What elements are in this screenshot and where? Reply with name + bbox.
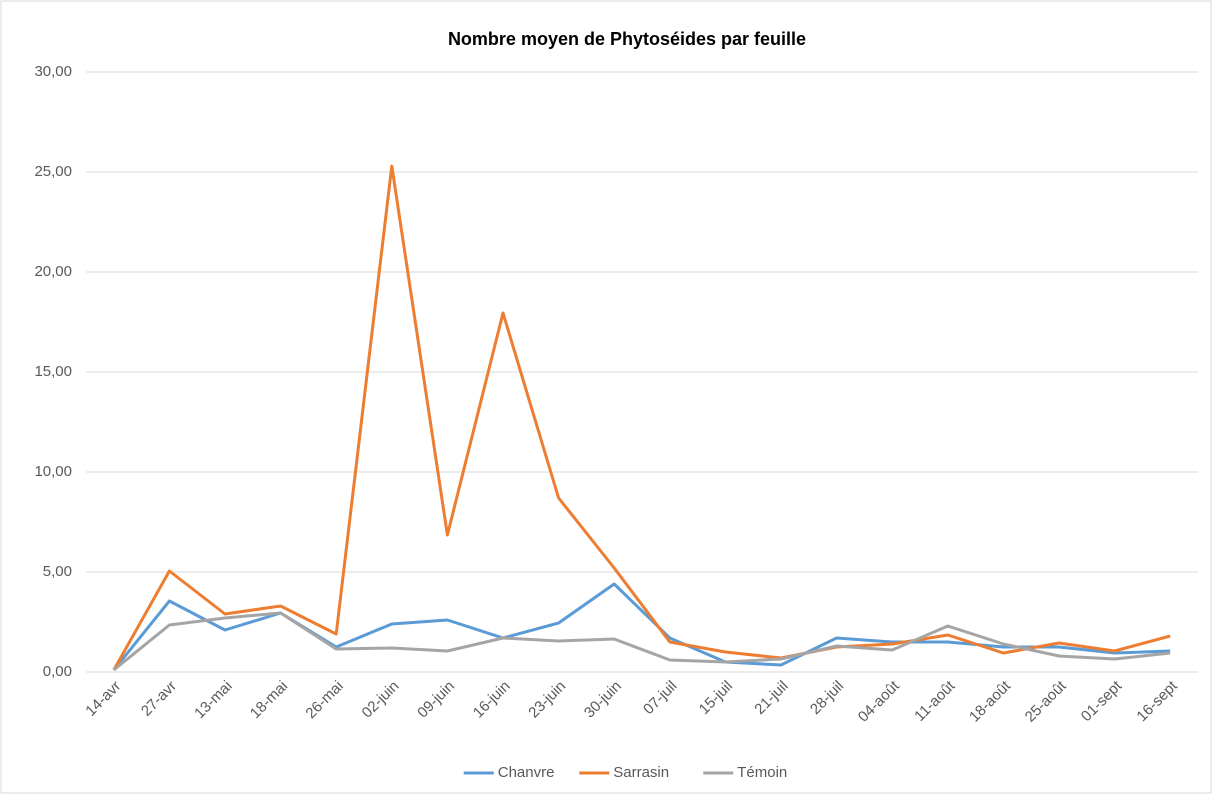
y-tick-label: 25,00 [34, 163, 72, 180]
y-tick-label: 0,00 [43, 663, 72, 680]
chart-title: Nombre moyen de Phytoséides par feuille [448, 29, 806, 49]
y-tick-label: 30,00 [34, 63, 72, 80]
legend-label: Sarrasin [613, 764, 669, 781]
legend-label: Témoin [737, 764, 787, 781]
legend-label: Chanvre [498, 764, 555, 781]
y-tick-label: 5,00 [43, 563, 72, 580]
y-tick-label: 20,00 [34, 263, 72, 280]
series-line [112, 611, 1171, 672]
y-tick-label: 15,00 [34, 363, 72, 380]
y-tick-label: 10,00 [34, 463, 72, 480]
series-line [112, 164, 1171, 671]
